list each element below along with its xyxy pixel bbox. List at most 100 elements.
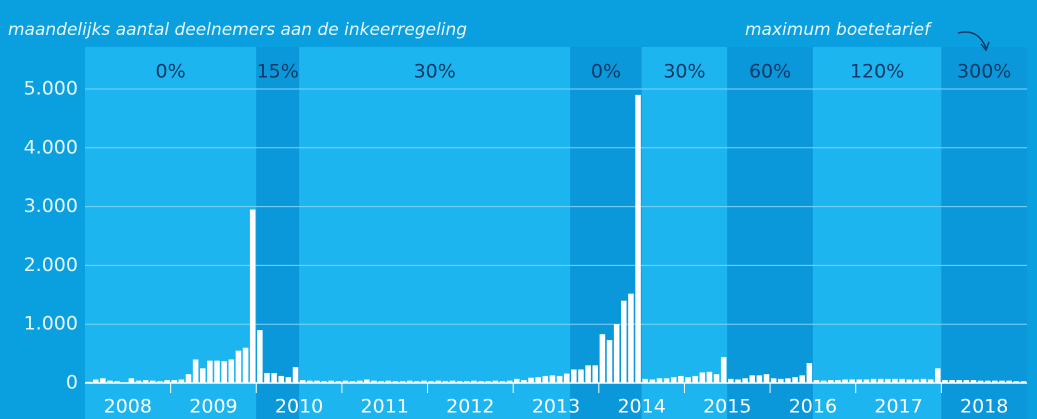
bar [806,363,813,383]
bar [271,373,277,383]
bar [749,375,756,383]
bar [849,379,855,383]
bar [963,380,970,383]
y-tick-label: 4.000 [24,136,78,158]
bar [178,379,185,383]
y-tick-label: 3.000 [24,195,78,217]
y-tick-label: 0 [66,372,78,394]
y-tick-label: 1.000 [24,313,78,335]
bar [621,300,627,383]
bar [349,381,356,383]
bar [513,378,520,383]
bar [549,375,556,383]
annotation: maximum boetetarief [745,20,933,40]
x-tick-label: 2017 [874,396,922,418]
bar [307,380,313,383]
bar [214,360,220,383]
bar [142,380,149,383]
bar [742,378,748,383]
bar [977,380,984,383]
bar [720,357,727,383]
bar [935,368,941,383]
bar [499,381,506,383]
x-tick-label: 2008 [104,396,152,418]
bar [949,380,955,383]
y-tick-label: 5.000 [24,78,78,100]
bar [842,379,848,383]
bar [785,378,791,383]
x-tick-label: 2012 [446,396,494,418]
bar [635,94,641,383]
bar [378,381,384,383]
bar [599,334,606,383]
bar [992,380,998,383]
bar [692,375,698,383]
bar [421,380,427,383]
band-label: 0% [591,61,621,83]
bar [249,209,256,383]
bar [356,380,363,383]
bar [571,369,577,383]
bar [899,378,905,383]
bar [235,350,242,383]
band-label: 120% [850,61,904,83]
bar [399,381,406,383]
bar [135,380,142,383]
bar [107,380,113,383]
band-label: 15% [257,61,299,83]
bar [92,379,99,383]
bar [942,380,948,383]
bar [728,378,734,383]
bar [778,378,784,383]
bar [428,381,434,383]
bar [335,381,342,383]
bar [435,380,442,383]
x-tick-label: 2010 [275,396,323,418]
bar [285,377,292,383]
bar [371,380,377,383]
bar [799,375,805,383]
bar [328,380,334,383]
bar [663,378,670,383]
band [641,47,728,419]
bar [528,377,534,383]
bar [556,375,563,383]
bar [207,360,213,383]
bar [770,378,777,383]
band [812,47,942,419]
bar [278,375,285,383]
bar [164,380,170,383]
bar [242,347,249,383]
bar [100,378,106,383]
bar [114,381,120,383]
bar [464,381,470,383]
bar [385,380,392,383]
bar [756,375,763,383]
bar [642,378,648,383]
x-tick-label: 2015 [703,396,751,418]
bar [228,359,235,383]
bar [1006,380,1012,383]
bar [456,381,463,383]
band [299,47,571,419]
bar [956,380,962,383]
bar [314,380,320,383]
bar [606,340,613,383]
bar [299,380,306,383]
band-label: 0% [156,61,186,83]
bar [863,379,870,383]
y-tick-label: 2.000 [24,254,78,276]
bar [471,380,477,383]
bar [656,378,663,383]
bar [706,371,713,383]
bar [735,379,741,383]
bar [506,380,513,383]
bar [478,381,484,383]
bar [342,380,349,383]
band [727,47,813,419]
bar [150,380,156,383]
bar [913,379,920,383]
bar [185,374,192,383]
bands [85,47,1027,419]
